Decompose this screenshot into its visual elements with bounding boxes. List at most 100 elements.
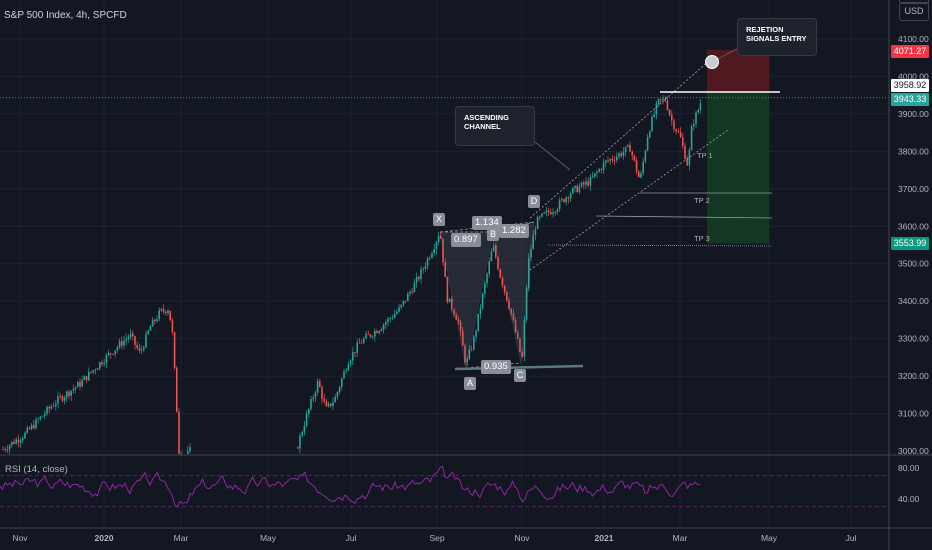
ratio-abc-label[interactable]: 0.935 xyxy=(481,360,511,374)
candle-body xyxy=(24,432,26,439)
candle-body xyxy=(365,334,367,339)
candle-body xyxy=(490,251,493,262)
point-a-label[interactable]: A xyxy=(464,377,476,390)
ratio-xad-label[interactable]: 1.134 xyxy=(472,216,502,230)
y-tick-label: 3900.00 xyxy=(898,109,929,119)
candle-body xyxy=(420,269,422,280)
candle-body xyxy=(319,380,321,388)
point-d-label[interactable]: D xyxy=(528,195,540,208)
candle-body xyxy=(561,199,563,201)
candle-body xyxy=(409,291,411,294)
stop-price-tag[interactable]: 4071.27 xyxy=(891,45,929,58)
candle-body xyxy=(644,150,647,162)
candle-body xyxy=(299,435,301,449)
currency-badge[interactable]: USD xyxy=(899,2,929,21)
entry-price-tag[interactable]: 3958.92 xyxy=(891,79,929,92)
candle-body xyxy=(415,276,418,283)
candle-body xyxy=(508,300,510,309)
candle-body xyxy=(620,153,622,156)
candle-body xyxy=(506,291,508,301)
x-tick-label: Mar xyxy=(174,533,189,543)
candle-body xyxy=(473,336,475,350)
candle-body xyxy=(63,397,66,401)
stop-loss-zone xyxy=(707,49,769,92)
point-b-label[interactable]: B xyxy=(487,228,499,241)
candle-body xyxy=(607,160,609,162)
rsi-tick-label: 40.00 xyxy=(898,494,920,504)
candle-body xyxy=(479,308,482,314)
candle-body xyxy=(567,197,570,199)
candle-body xyxy=(422,268,424,270)
candle-body xyxy=(83,376,86,380)
tp1-label: TP 1 xyxy=(697,151,713,160)
y-tick-label: 4000.00 xyxy=(898,71,929,81)
candle-body xyxy=(380,329,383,331)
point-c-label[interactable]: C xyxy=(514,369,526,382)
ratio-bcd-label[interactable]: 1.282 xyxy=(499,224,529,238)
candle-body xyxy=(391,317,394,319)
candle-body xyxy=(594,173,596,177)
candle-body xyxy=(374,331,376,337)
candle-body xyxy=(2,449,4,450)
rejection-signals-note[interactable]: REJETION SIGNALS ENTRY xyxy=(737,18,817,56)
candle-body xyxy=(378,330,380,334)
candle-body xyxy=(136,344,138,348)
tp3-label: TP 3 xyxy=(694,234,710,243)
tp2-label: TP 2 xyxy=(694,196,710,205)
candle-body xyxy=(596,171,598,174)
candle-body xyxy=(510,308,512,314)
chart-title[interactable]: S&P 500 Index, 4h, SPCFD xyxy=(4,10,127,21)
candle-body xyxy=(363,338,365,343)
candle-body xyxy=(330,403,332,406)
candle-body xyxy=(523,319,526,357)
candle-body xyxy=(46,407,48,414)
candle-body xyxy=(396,311,398,315)
candle-body xyxy=(347,364,350,371)
rsi-label[interactable]: RSI (14, close) xyxy=(5,464,68,475)
target-price-tag[interactable]: 3553.99 xyxy=(891,237,929,250)
candle-body xyxy=(167,310,169,314)
ascending-channel-note[interactable]: ASCENDING CHANNEL xyxy=(455,106,535,146)
y-tick-label: 3600.00 xyxy=(898,221,929,231)
candle-body xyxy=(127,337,130,339)
candle-body xyxy=(455,314,457,320)
candle-body xyxy=(105,355,108,364)
candle-body xyxy=(627,145,629,147)
last-price-tag[interactable]: 3943.33 xyxy=(891,93,929,106)
candle-body xyxy=(565,197,567,203)
x-tick-label: May xyxy=(761,533,778,543)
candle-body xyxy=(352,352,354,361)
channel-callout-line xyxy=(529,137,571,171)
candle-body xyxy=(686,158,688,166)
candle-body xyxy=(631,151,633,156)
candle-body xyxy=(376,331,378,334)
candle-body xyxy=(605,160,607,163)
candle-body xyxy=(35,419,37,429)
candle-body xyxy=(77,381,79,388)
candle-body xyxy=(616,156,618,161)
candle-body xyxy=(17,439,20,443)
candle-body xyxy=(488,261,490,274)
candle-body xyxy=(444,261,446,278)
candle-body xyxy=(402,300,405,305)
candle-body xyxy=(79,381,81,387)
candle-body xyxy=(154,319,156,322)
x-tick-label: Jul xyxy=(346,533,357,543)
point-x-label[interactable]: X xyxy=(433,213,445,226)
candle-body xyxy=(545,210,548,213)
candle-body xyxy=(50,406,53,409)
candle-body xyxy=(74,387,77,389)
candle-body xyxy=(675,129,677,132)
candle-body xyxy=(448,298,451,303)
candle-body xyxy=(622,151,625,156)
candle-body xyxy=(563,199,565,203)
candle-body xyxy=(66,391,68,398)
candle-body xyxy=(8,445,11,450)
ratio-xab-label[interactable]: 0.897 xyxy=(451,233,481,247)
candle-body xyxy=(475,330,477,337)
candle-body xyxy=(371,336,374,338)
candle-body xyxy=(486,273,488,284)
candle-body xyxy=(547,210,550,213)
